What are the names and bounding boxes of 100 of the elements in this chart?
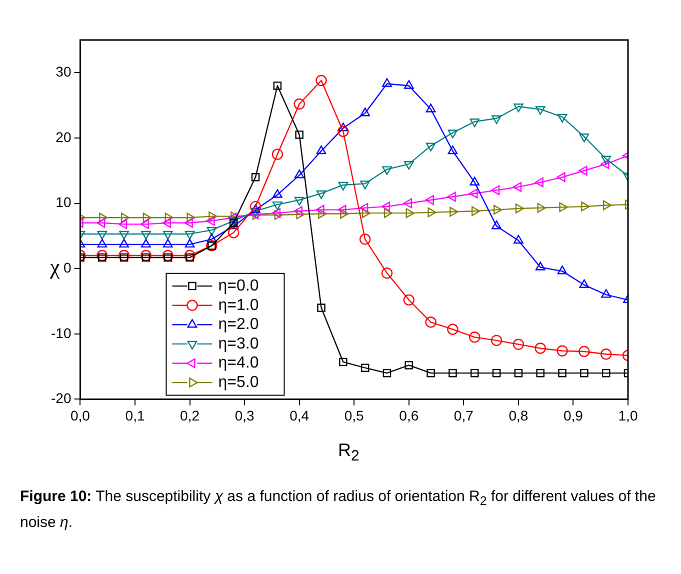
point xyxy=(120,212,130,223)
point xyxy=(274,210,284,220)
point xyxy=(272,208,281,218)
point xyxy=(294,206,302,216)
point xyxy=(272,189,282,198)
point xyxy=(384,208,393,218)
point xyxy=(317,304,326,312)
point xyxy=(492,368,501,378)
point xyxy=(316,74,327,86)
point xyxy=(359,234,371,245)
point xyxy=(469,188,478,198)
x-tick-label: 0,4 xyxy=(290,407,310,424)
point xyxy=(318,208,327,219)
point xyxy=(98,253,106,262)
point xyxy=(316,190,326,200)
point xyxy=(450,206,458,217)
point xyxy=(580,368,588,378)
point xyxy=(142,212,152,223)
point xyxy=(340,208,349,219)
point xyxy=(447,324,458,335)
x-axis-title: R$_{2}$ xyxy=(338,440,360,465)
point xyxy=(164,212,174,223)
point xyxy=(381,268,393,279)
legend-label: η=3.0 xyxy=(218,335,259,352)
point xyxy=(557,114,568,123)
point xyxy=(556,345,568,356)
y-tick-label: 20 xyxy=(56,128,72,145)
point xyxy=(118,250,130,262)
point xyxy=(579,134,590,142)
point xyxy=(535,106,546,115)
point xyxy=(382,78,392,87)
point xyxy=(559,202,568,212)
point xyxy=(339,358,348,366)
point xyxy=(425,316,436,328)
point xyxy=(164,253,172,262)
point xyxy=(294,170,304,178)
point xyxy=(316,145,326,154)
point xyxy=(448,145,458,154)
x-tick-label: 0,7 xyxy=(454,407,474,424)
x-tick-label: 0,6 xyxy=(399,407,419,424)
point xyxy=(119,238,129,248)
point xyxy=(97,238,108,248)
legend-label: η=1.0 xyxy=(218,296,259,314)
point xyxy=(360,108,370,116)
point xyxy=(338,182,348,191)
point xyxy=(97,230,108,240)
point xyxy=(492,220,502,230)
legend-label: η=5.0 xyxy=(218,374,259,391)
point xyxy=(206,216,215,226)
point xyxy=(295,130,304,139)
point xyxy=(228,212,237,223)
point xyxy=(338,126,349,138)
point xyxy=(99,212,108,223)
point xyxy=(426,368,435,378)
point xyxy=(404,160,414,170)
point xyxy=(118,219,128,230)
point xyxy=(426,104,436,112)
point xyxy=(492,115,502,124)
point xyxy=(162,250,174,262)
legend-label: η=0.0 xyxy=(218,277,259,294)
point xyxy=(515,204,524,214)
point xyxy=(581,202,590,212)
y-axis-title: χ xyxy=(50,254,60,280)
point xyxy=(316,204,324,215)
point xyxy=(490,334,502,346)
point xyxy=(228,227,240,238)
point xyxy=(162,230,173,240)
point xyxy=(362,208,371,218)
x-tick-label: 1,0 xyxy=(618,407,638,424)
point xyxy=(272,201,282,210)
y-tick-label: 0 xyxy=(63,259,72,276)
x-tick-label: 0,5 xyxy=(344,407,364,424)
point xyxy=(184,250,196,262)
point xyxy=(250,204,260,213)
point xyxy=(601,156,612,164)
point xyxy=(96,218,106,228)
point xyxy=(602,368,610,378)
point xyxy=(273,82,282,90)
point xyxy=(490,185,500,196)
point xyxy=(514,234,524,244)
point xyxy=(537,202,546,213)
point xyxy=(184,238,195,248)
x-tick-label: 0,2 xyxy=(180,407,200,424)
point xyxy=(536,368,544,378)
point xyxy=(470,118,480,128)
point xyxy=(512,338,524,350)
point xyxy=(601,289,612,298)
point xyxy=(184,218,193,228)
point xyxy=(472,206,480,216)
point xyxy=(338,122,348,132)
point xyxy=(360,180,370,190)
text: Figure 10: The susceptibility χ as a function of radius of orientation R$_{2}$ for different values of the noise η. xyxy=(20,488,656,531)
point xyxy=(162,238,173,248)
point xyxy=(294,98,305,110)
point xyxy=(493,204,502,215)
point xyxy=(403,294,414,306)
point xyxy=(578,346,590,358)
point xyxy=(404,361,414,370)
point xyxy=(141,238,151,248)
point xyxy=(406,208,414,218)
